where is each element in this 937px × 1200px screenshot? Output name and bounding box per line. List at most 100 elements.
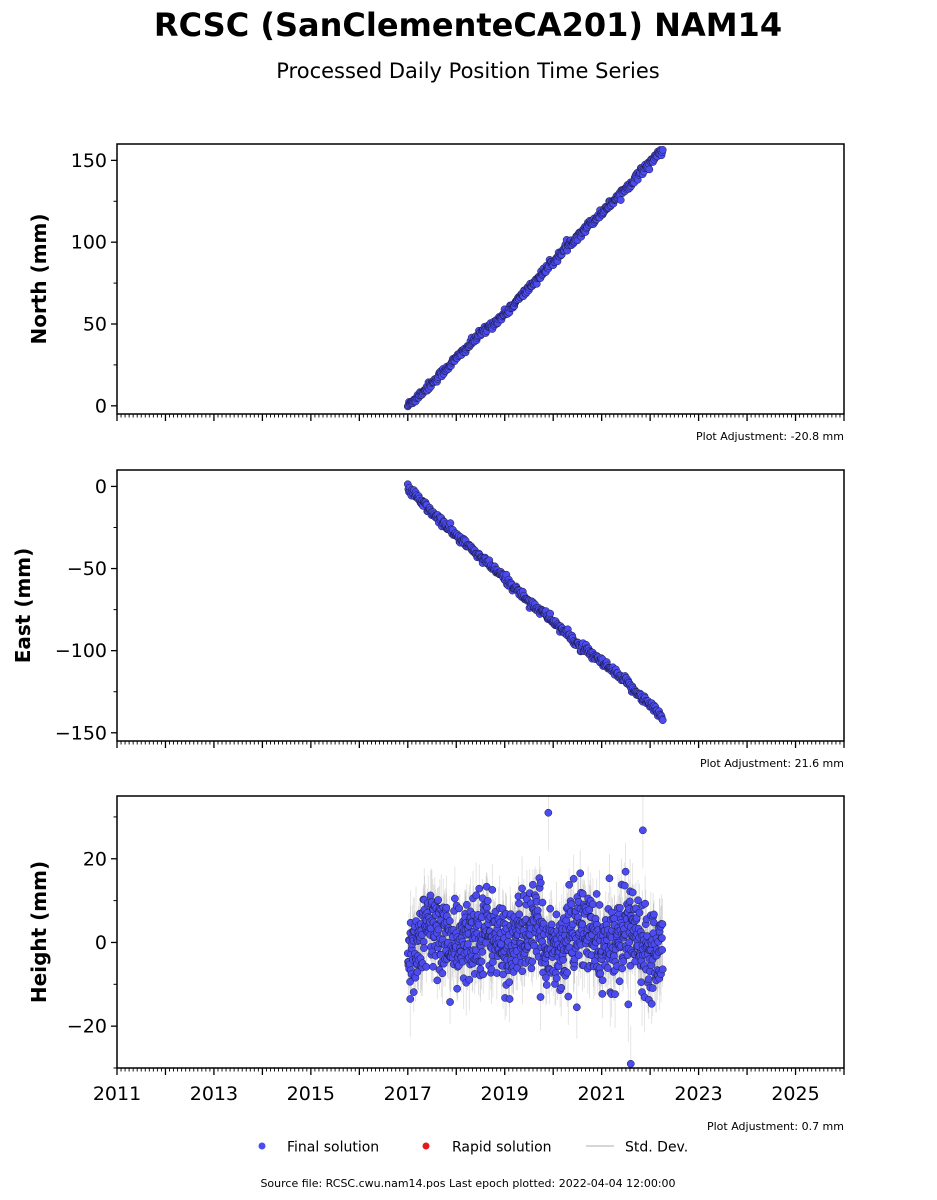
final-solution-point: [619, 957, 628, 966]
final-solution-point: [589, 900, 597, 909]
final-solution-point: [406, 977, 414, 986]
final-solution-point: [546, 904, 555, 913]
final-solution-point: [658, 934, 666, 942]
final-solution-point: [620, 881, 629, 890]
plot-adjustment-note: Plot Adjustment: -20.8 mm: [696, 430, 844, 443]
final-solution-point: [648, 984, 657, 992]
final-solution-point: [472, 891, 480, 900]
final-solution-point: [658, 946, 667, 954]
final-solution-point: [635, 908, 644, 917]
north-panel: 0 50 100 150 North (mm) Plot Adjustment: -20.…: [27, 143, 845, 443]
y-tick-label: 50: [83, 314, 107, 336]
final-solution-point: [451, 894, 459, 903]
final-solution-point: [518, 967, 527, 976]
final-solution-point: [574, 951, 583, 960]
final-solution-point: [462, 900, 471, 909]
final-solution-point: [542, 973, 550, 982]
final-solution-point: [438, 969, 447, 978]
y-tick-label: 150: [71, 150, 107, 172]
final-solution-point: [552, 974, 561, 983]
final-solution-point: [527, 964, 536, 973]
x-tick-label: 2021: [577, 1083, 625, 1105]
final-solution-point: [591, 914, 600, 923]
east-panel: 0 −50 −100 −150 East (mm) Plot Adjustment: 21…: [11, 469, 845, 770]
x-tick-label: 2025: [771, 1083, 819, 1105]
final-solution-point: [546, 609, 555, 618]
final-solution-point: [644, 975, 653, 984]
final-solution-point: [426, 891, 435, 900]
final-solution-point: [434, 896, 442, 904]
final-solution-point: [603, 964, 612, 972]
final-solution-point: [487, 965, 496, 974]
final-solution-point: [434, 925, 443, 934]
final-solution-point: [446, 998, 454, 1006]
final-solution-point: [611, 990, 619, 999]
final-solution-point: [658, 146, 667, 154]
final-solution-point: [489, 958, 497, 966]
final-solution-point: [578, 889, 587, 898]
x-tick-label: 2023: [674, 1083, 722, 1105]
final-solution-point: [515, 899, 523, 908]
final-solution-point: [542, 981, 551, 989]
final-solution-point: [499, 970, 507, 979]
final-solution-point: [465, 975, 474, 984]
final-solution-point: [536, 993, 545, 1001]
x-tick-label: 2011: [93, 1083, 141, 1105]
legend-rapid-marker: [422, 1142, 430, 1150]
final-solution-point: [538, 898, 547, 907]
final-solution-point: [455, 904, 463, 913]
y-axis-label: East (mm): [11, 548, 35, 664]
final-solution-point: [658, 965, 667, 974]
plot-frame: [116, 469, 845, 742]
y-tick-label: −50: [67, 558, 107, 580]
y-tick-label: −100: [55, 640, 107, 662]
final-solution-point: [621, 867, 630, 876]
final-solution-point: [518, 884, 526, 893]
final-solution-point: [567, 900, 576, 909]
final-solution-point: [564, 992, 573, 1001]
final-solution-point: [647, 1000, 656, 1008]
final-solution-point: [420, 944, 428, 952]
y-tick-label: 0: [95, 476, 107, 498]
final-solution-point: [628, 888, 637, 897]
final-solution-point: [616, 904, 624, 912]
plot-adjustment-note: Plot Adjustment: 21.6 mm: [700, 757, 844, 770]
final-solution-point: [505, 978, 514, 986]
final-solution-point: [442, 903, 451, 912]
y-axis-label: Height (mm): [27, 861, 51, 1003]
final-solution-point: [615, 977, 624, 986]
final-solution-point: [559, 955, 568, 964]
final-solution-point: [616, 196, 625, 204]
final-solution-point: [477, 957, 486, 966]
legend-final-marker: [258, 1142, 266, 1150]
final-solution-point: [547, 920, 556, 929]
final-solution-point: [483, 903, 491, 912]
final-solution-point: [479, 970, 488, 979]
plot-frame: [116, 143, 845, 415]
x-tick-label: 2019: [481, 1083, 529, 1105]
height-panel: 20 0 −20 2011 2013 2015 2017 2019 2021 2023 2025 He…: [27, 795, 845, 1133]
final-solution-point: [658, 920, 667, 928]
final-solution-point: [569, 874, 578, 883]
final-solution-point: [529, 880, 537, 889]
final-solution-point: [433, 976, 442, 985]
final-solution-point: [445, 917, 454, 925]
final-solution-point: [483, 897, 492, 905]
final-solution-point: [544, 808, 553, 817]
y-tick-label: 100: [71, 232, 107, 254]
source-footer: Source file: RCSC.cwu.nam14.pos Last epo…: [260, 1177, 675, 1190]
y-tick-label: −150: [55, 722, 107, 744]
x-tick-label: 2013: [190, 1083, 238, 1105]
final-solution-point: [658, 716, 667, 725]
figure-subtitle: Processed Daily Position Time Series: [276, 59, 660, 83]
legend-stddev-label: Std. Dev.: [625, 1140, 688, 1156]
legend-final-label: Final solution: [287, 1140, 379, 1156]
final-solution-point: [645, 165, 654, 174]
final-solution-point: [624, 1000, 633, 1009]
final-solution-point: [592, 890, 601, 898]
y-tick-label: 0: [95, 395, 107, 417]
final-solution-point: [576, 869, 585, 878]
final-solution-point: [413, 968, 422, 976]
final-solution-point: [565, 880, 574, 889]
